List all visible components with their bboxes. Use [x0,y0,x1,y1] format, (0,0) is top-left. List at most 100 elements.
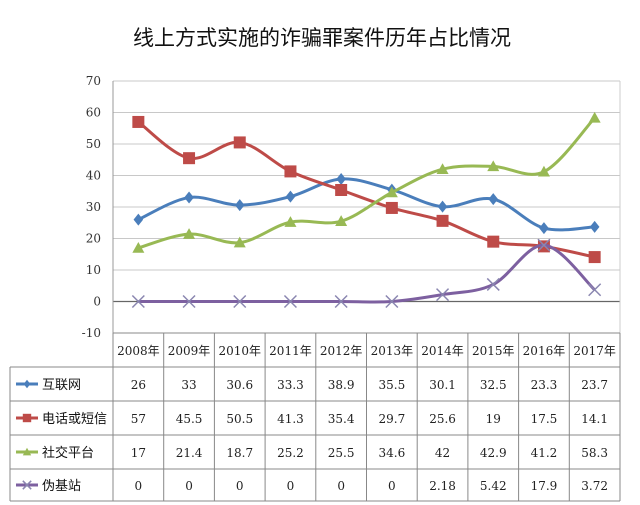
series-line-1 [137,120,595,259]
data-cell: 19 [486,412,501,426]
triangle-marker [284,216,297,227]
x-marker [588,283,602,297]
data-cell: 0 [287,479,295,493]
x-marker [283,294,297,309]
data-cell: 14.1 [581,412,608,426]
category-label: 2008年 [117,344,160,358]
data-cell: 25.5 [328,446,355,460]
triangle-marker [385,186,398,198]
data-cell: 25.6 [429,412,456,426]
category-label: 2013年 [371,344,414,358]
y-tick-label: 10 [86,263,101,277]
x-marker [486,277,500,291]
data-cell: 30.6 [226,378,253,392]
diamond-marker [336,172,346,185]
data-cell: 34.6 [378,446,405,460]
square-marker [183,152,196,165]
data-cell: 3.72 [581,479,608,493]
category-label: 2014年 [421,344,464,358]
y-tick-label: 70 [86,74,101,88]
x-marker [182,294,196,309]
square-marker [335,183,348,196]
data-cell: 21.4 [176,446,203,460]
data-cell: 29.7 [378,412,405,426]
square-marker [284,165,297,178]
data-cell: 35.5 [378,378,405,392]
data-cell: 33.3 [277,378,304,392]
triangle-marker [588,111,601,123]
triangle-marker [436,163,449,174]
square-marker [385,201,398,214]
triangle-marker [335,215,348,226]
category-label: 2011年 [269,344,312,358]
data-cell: 23.7 [581,378,608,392]
triangle-marker [183,228,196,239]
square-marker [22,413,32,423]
y-tick-label: 60 [86,106,101,120]
category-label: 2009年 [168,344,211,358]
x-marker [131,294,145,309]
data-cell: 32.5 [480,378,507,392]
data-cell: 42.9 [480,446,507,460]
x-marker [537,238,551,252]
y-tick-label: 50 [86,137,101,151]
square-marker [132,115,145,128]
diamond-marker [23,379,31,389]
y-tick-label: 40 [86,169,101,183]
legend-label: 伪基站 [42,479,81,494]
triangle-marker [132,241,145,253]
data-cell: 50.5 [226,412,253,426]
data-cell: 58.3 [581,446,608,460]
data-cell: 0 [388,479,396,493]
triangle-marker [233,236,246,248]
series-line-0 [137,177,595,232]
category-label: 2016年 [523,344,566,358]
data-cell: 0 [236,479,244,493]
data-cell: 33 [181,378,196,392]
data-cell: 25.2 [277,446,304,460]
data-cell: 30.1 [429,378,456,392]
x-marker [233,294,247,309]
diamond-marker [589,220,600,233]
square-marker [487,235,500,248]
data-cell: 5.42 [480,479,507,493]
data-cell: 35.4 [328,412,355,426]
chart-title: 线上方式实施的诈骗罪案件历年占比情况 [133,26,511,50]
data-cell: 42 [435,446,450,460]
x-marker [385,294,399,309]
x-marker [436,288,450,302]
category-label: 2015年 [472,344,515,358]
category-label: 2017年 [573,344,616,358]
diamond-marker [437,200,448,213]
y-tick-label: -10 [82,326,101,340]
diamond-marker [285,190,296,203]
data-cell: 2.18 [429,479,456,493]
data-cell: 38.9 [328,378,355,392]
series-line-3 [138,243,596,304]
data-cell: 18.7 [226,446,253,460]
category-label: 2012年 [320,344,363,358]
diamond-marker [133,213,144,226]
square-marker [588,251,601,264]
data-cell: 17 [131,446,146,460]
diamond-marker [234,199,245,212]
data-cell: 23.3 [531,378,558,392]
series-line-2 [137,116,596,250]
data-cell: 41.3 [277,412,304,426]
y-tick-label: 20 [86,232,101,246]
triangle-marker [22,447,32,456]
data-cell: 57 [131,412,146,426]
square-marker [233,136,246,149]
category-label: 2010年 [218,344,261,358]
square-marker [436,214,449,227]
data-cell: 0 [185,479,193,493]
diamond-marker [488,193,499,206]
data-cell: 17.5 [531,412,558,426]
data-cell: 26 [131,378,146,392]
triangle-marker [487,160,500,172]
legend-label: 电话或短信 [42,412,107,427]
x-marker [22,480,32,490]
data-cell: 41.2 [531,446,558,460]
data-cell: 0 [135,479,143,493]
data-cell: 45.5 [176,412,203,426]
